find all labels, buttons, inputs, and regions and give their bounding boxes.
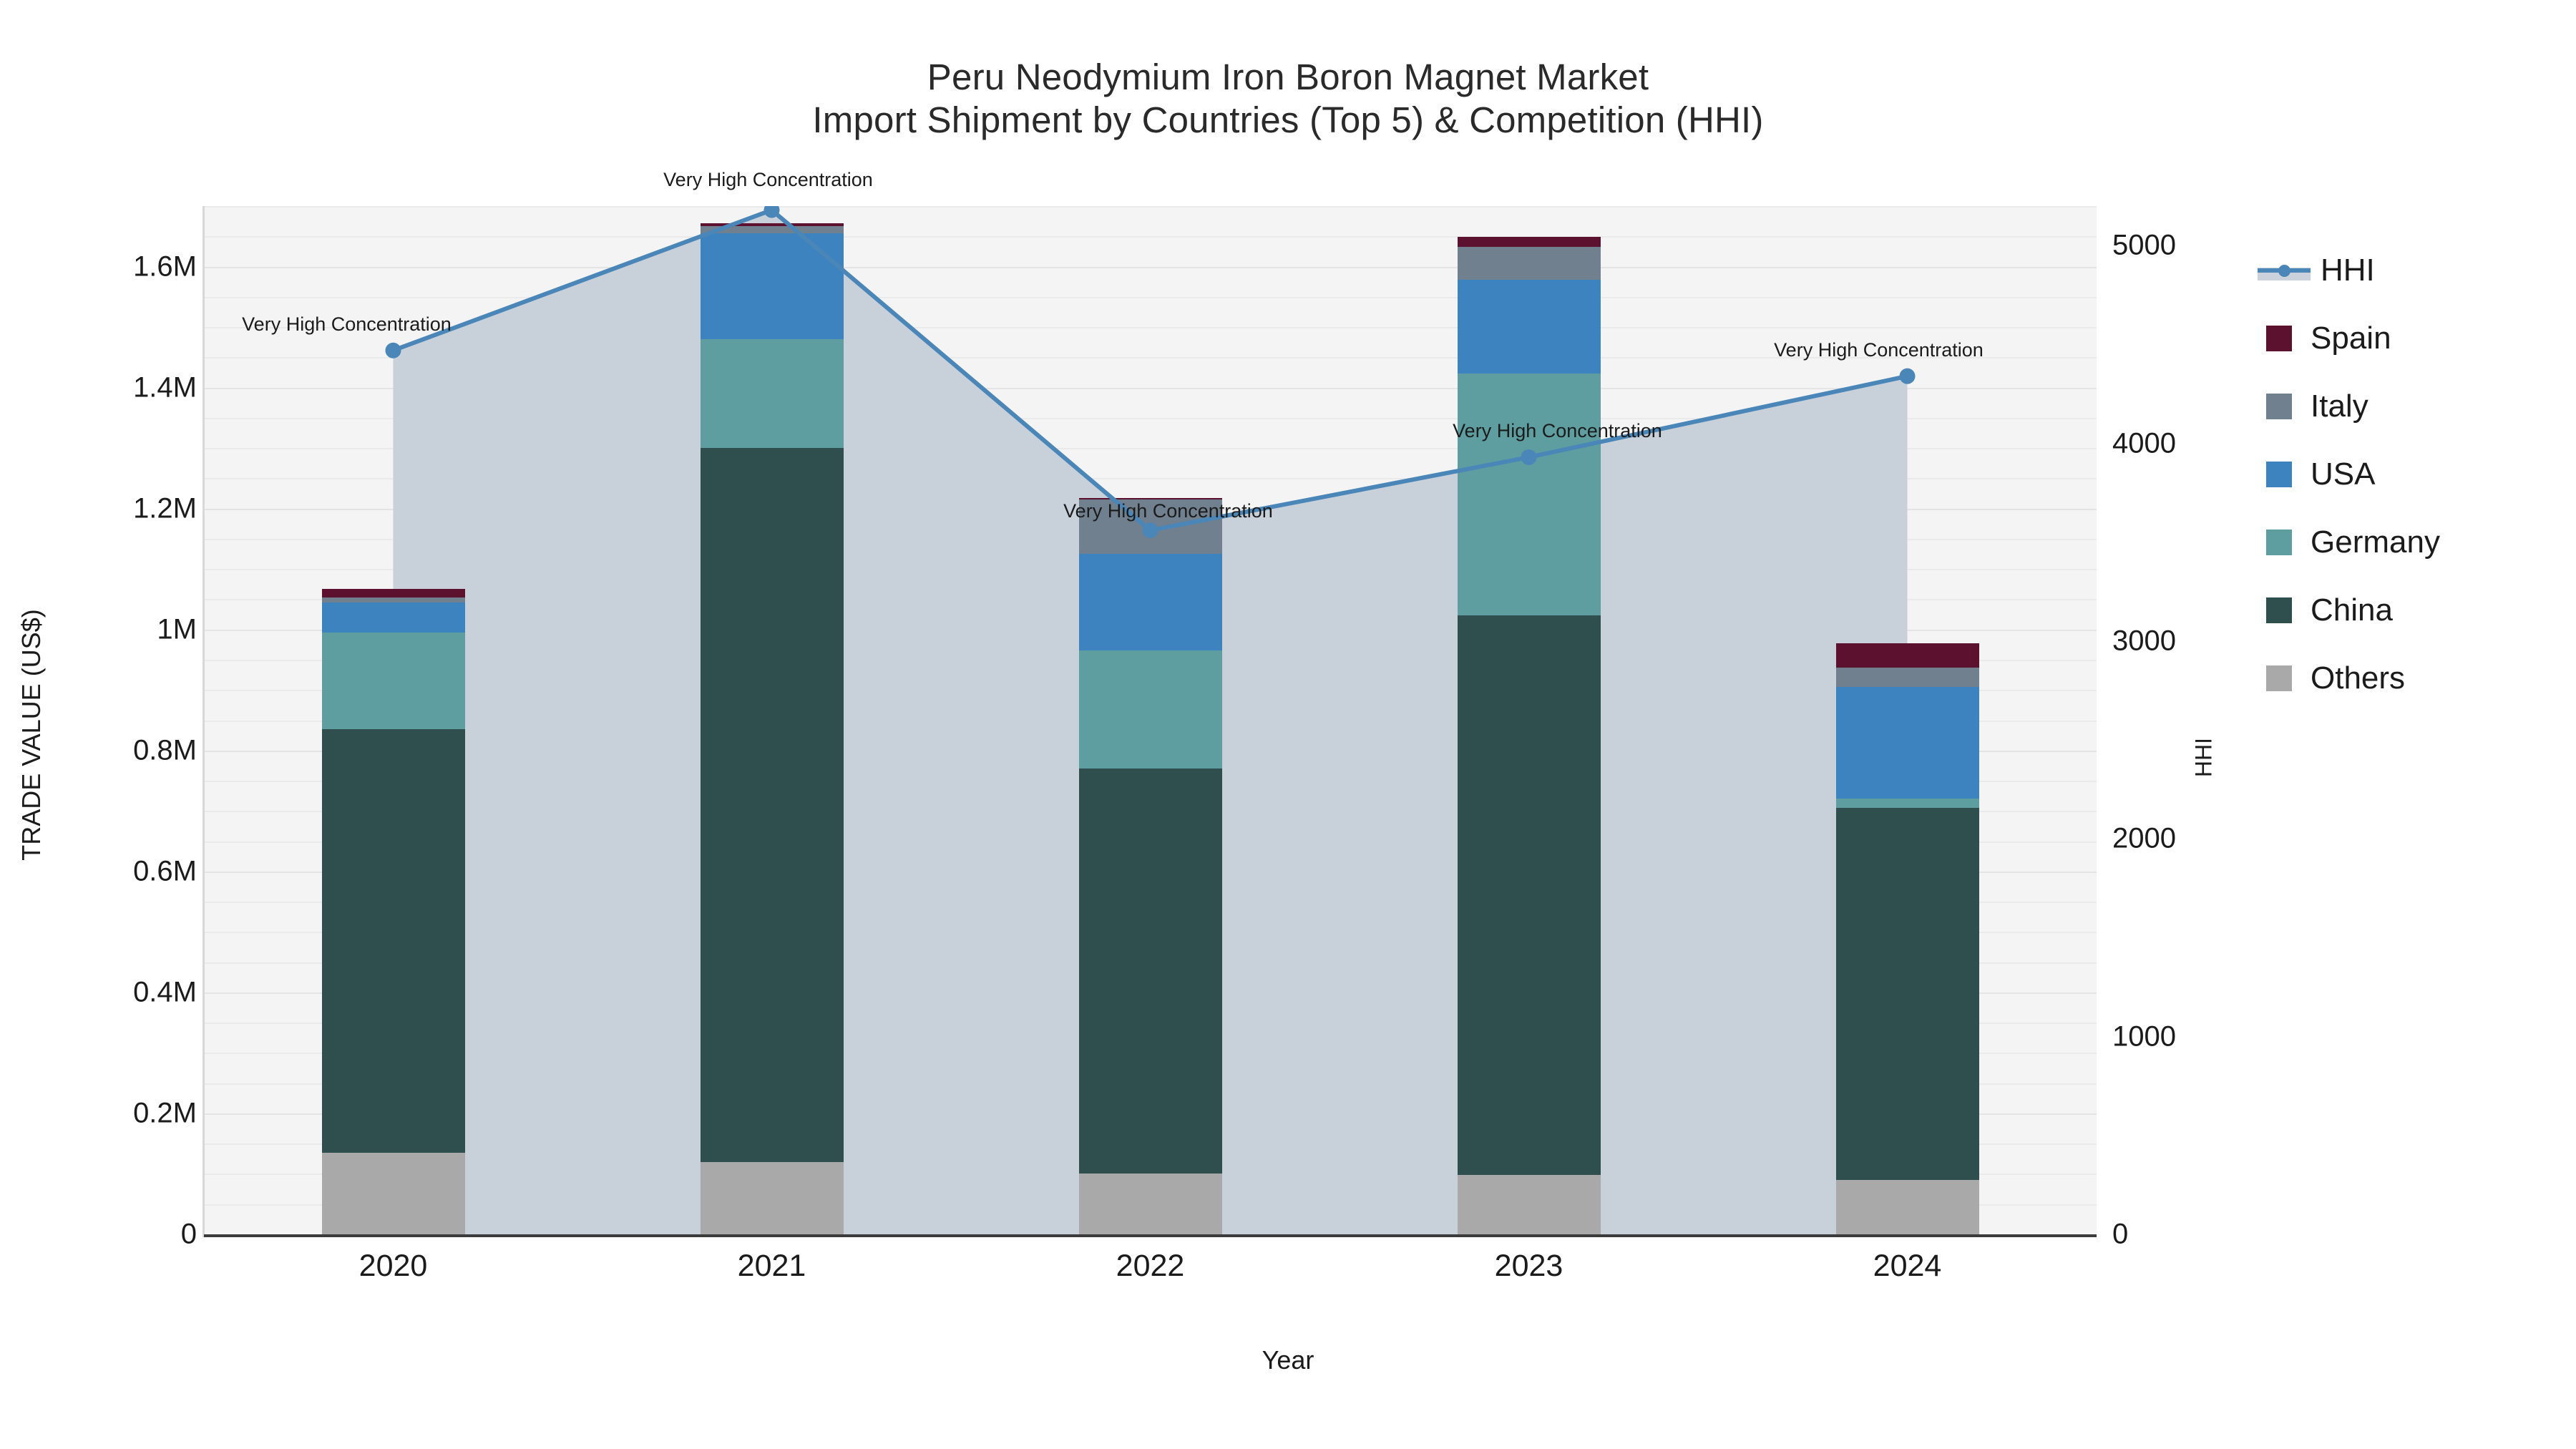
bar-segment-others[interactable] xyxy=(1835,1179,1979,1234)
bar-segment-others[interactable] xyxy=(321,1152,465,1234)
bar-segment-china[interactable] xyxy=(321,729,465,1153)
legend-label: China xyxy=(2311,592,2393,628)
bar-segment-spain[interactable] xyxy=(1078,498,1222,499)
legend-swatch-icon xyxy=(2266,325,2292,351)
legend-swatch-icon xyxy=(2266,461,2292,487)
legend-item-usa[interactable]: USA xyxy=(2258,440,2440,508)
bar-2021[interactable] xyxy=(700,206,844,1234)
legend-item-italy[interactable]: Italy xyxy=(2258,372,2440,440)
y-axis-label: TRADE VALUE (US$) xyxy=(16,609,46,861)
bar-segment-usa[interactable] xyxy=(1078,554,1222,651)
bar-2024[interactable] xyxy=(1835,206,1979,1234)
bar-segment-usa[interactable] xyxy=(1457,280,1601,374)
bar-segment-china[interactable] xyxy=(1457,615,1601,1176)
chart-title: Peru Neodymium Iron Boron Magnet Market … xyxy=(0,56,2576,142)
annotation-2020: Very High Concentration xyxy=(242,313,452,335)
annotation-2023: Very High Concentration xyxy=(1453,419,1662,441)
bar-segment-italy[interactable] xyxy=(1457,246,1601,280)
legend-swatch-icon xyxy=(2266,393,2292,419)
bar-segment-italy[interactable] xyxy=(321,597,465,602)
bar-2022[interactable] xyxy=(1078,206,1222,1234)
y-tick-label: 0.4M xyxy=(133,976,197,1008)
y-tick-label: 0.2M xyxy=(133,1097,197,1129)
bar-segment-germany[interactable] xyxy=(700,338,844,449)
x-tick-label-2021: 2021 xyxy=(737,1249,806,1283)
y-tick-label: 1.2M xyxy=(133,492,197,525)
legend-swatch-icon xyxy=(2266,529,2292,555)
bar-segment-china[interactable] xyxy=(700,448,844,1162)
bar-segment-spain[interactable] xyxy=(700,223,844,226)
y-tick-label-secondary: 5000 xyxy=(2112,229,2176,261)
y-tick-label: 1M xyxy=(157,613,197,645)
legend-item-others[interactable]: Others xyxy=(2258,644,2440,712)
y-tick-label: 1.4M xyxy=(133,371,197,404)
bar-2020[interactable] xyxy=(321,206,465,1234)
y-tick-label-secondary: 2000 xyxy=(2112,822,2176,854)
legend-label: Germany xyxy=(2311,524,2440,560)
y-tick-label-secondary: 4000 xyxy=(2112,427,2176,459)
x-tick-label-2023: 2023 xyxy=(1494,1249,1563,1283)
chart-title-line-2: Import Shipment by Countries (Top 5) & C… xyxy=(812,99,1764,141)
bar-segment-germany[interactable] xyxy=(321,632,465,730)
bar-segment-usa[interactable] xyxy=(700,233,844,339)
y-tick-label: 1.6M xyxy=(133,250,197,283)
y-axis-secondary-label: HHI xyxy=(2190,737,2217,778)
chart-title-line-1: Peru Neodymium Iron Boron Magnet Market xyxy=(927,57,1649,97)
bar-segment-china[interactable] xyxy=(1078,769,1222,1174)
legend-label: Others xyxy=(2311,660,2406,696)
y-tick-label: 0 xyxy=(180,1218,197,1250)
y-tick-label: 0.8M xyxy=(133,734,197,766)
legend-label: HHI xyxy=(2321,252,2375,288)
legend-label: Italy xyxy=(2311,388,2368,424)
bar-segment-germany[interactable] xyxy=(1078,650,1222,769)
legend-label: USA xyxy=(2311,456,2376,492)
bar-2023[interactable] xyxy=(1457,206,1601,1234)
chart-legend: HHI Spain Italy USA Germany China Others xyxy=(2258,236,2440,712)
y-axis-line xyxy=(203,206,205,1237)
legend-line-icon xyxy=(2258,258,2311,283)
gridline xyxy=(204,206,2097,208)
bar-segment-others[interactable] xyxy=(1457,1175,1601,1234)
bar-segment-others[interactable] xyxy=(700,1161,844,1234)
legend-item-germany[interactable]: Germany xyxy=(2258,508,2440,576)
y-tick-label-secondary: 1000 xyxy=(2112,1020,2176,1053)
x-axis-label: Year xyxy=(1262,1345,1314,1375)
annotation-2024: Very High Concentration xyxy=(1774,338,1984,361)
bar-segment-italy[interactable] xyxy=(700,225,844,234)
x-tick-label-2022: 2022 xyxy=(1116,1249,1185,1283)
bar-segment-others[interactable] xyxy=(1078,1174,1222,1234)
y-tick-label: 0.6M xyxy=(133,855,197,887)
bar-segment-spain[interactable] xyxy=(1835,643,1979,668)
bar-segment-germany[interactable] xyxy=(1457,374,1601,616)
y-tick-label-secondary: 0 xyxy=(2112,1218,2129,1250)
legend-swatch-icon xyxy=(2266,597,2292,623)
bar-segment-italy[interactable] xyxy=(1835,667,1979,688)
bar-segment-china[interactable] xyxy=(1835,808,1979,1180)
bar-segment-germany[interactable] xyxy=(1835,799,1979,809)
y-tick-label-secondary: 3000 xyxy=(2112,625,2176,657)
bar-segment-spain[interactable] xyxy=(1457,237,1601,247)
legend-swatch-icon xyxy=(2266,665,2292,691)
legend-item-china[interactable]: China xyxy=(2258,576,2440,644)
x-tick-label-2024: 2024 xyxy=(1873,1249,1942,1283)
legend-item-hhi[interactable]: HHI xyxy=(2258,236,2440,304)
bar-segment-usa[interactable] xyxy=(321,602,465,633)
bar-segment-spain[interactable] xyxy=(321,589,465,597)
legend-label: Spain xyxy=(2311,320,2391,356)
bar-segment-usa[interactable] xyxy=(1835,687,1979,799)
annotation-2022: Very High Concentration xyxy=(1063,500,1273,522)
x-axis-line xyxy=(204,1234,2097,1237)
legend-item-spain[interactable]: Spain xyxy=(2258,304,2440,372)
x-tick-label-2020: 2020 xyxy=(358,1249,428,1283)
annotation-2021: Very High Concentration xyxy=(663,168,873,190)
